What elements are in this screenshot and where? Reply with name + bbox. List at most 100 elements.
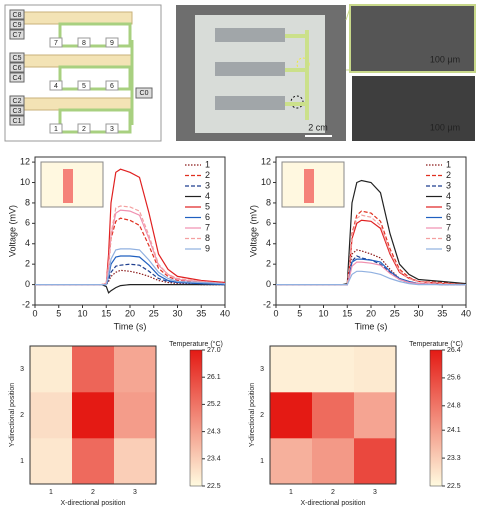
series-line — [35, 248, 226, 286]
colorbar-tick-label: 22.5 — [207, 483, 221, 490]
scale-label: 100 μm — [430, 54, 460, 64]
x-tick-label: 25 — [149, 308, 159, 318]
colorbar-tick-label: 22.5 — [447, 483, 461, 490]
node-box — [49, 37, 63, 48]
node-label: 7 — [54, 40, 58, 47]
output-label: C0 — [140, 90, 149, 97]
x-tick-label: 0 — [32, 308, 37, 318]
legend-label: 3 — [446, 180, 451, 190]
series-line — [276, 219, 467, 286]
x-tick-label: 10 — [77, 308, 87, 318]
wire — [58, 108, 132, 134]
x-tick-label: 40 — [461, 308, 471, 318]
legend-label: 4 — [205, 191, 210, 201]
legend-label: 1 — [446, 159, 451, 169]
cap-box — [9, 62, 25, 73]
y-tick-label: 1 — [260, 458, 264, 465]
plot-frame — [269, 345, 397, 485]
heat-cell — [72, 392, 115, 439]
node-box — [49, 123, 63, 134]
heat-cell — [114, 438, 157, 485]
y-axis-label: Voltage (mV) — [7, 205, 17, 257]
x-tick-label: 5 — [297, 308, 302, 318]
cap-label: C8 — [13, 12, 22, 19]
colorbar-tick-label: 24.3 — [207, 428, 221, 435]
heat-cell — [270, 392, 313, 439]
heat-cell — [354, 438, 397, 485]
electrode-trace — [305, 30, 309, 120]
y-tick-label: 12 — [261, 156, 271, 166]
cap-label: C6 — [13, 65, 22, 72]
heat-cell — [72, 346, 115, 393]
x-tick-label: 1 — [289, 489, 293, 496]
electrode-trace — [285, 68, 307, 72]
colorbar-tick-label: 27.0 — [207, 347, 221, 354]
node-label: 3 — [110, 126, 114, 133]
colorbar-title: Temperature (°C) — [409, 340, 463, 348]
heat-cell — [72, 438, 115, 485]
y-tick-label: 4 — [25, 238, 30, 248]
legend-label: 2 — [205, 170, 210, 180]
scale-label: 2 cm — [308, 122, 328, 132]
x-tick-label: 0 — [273, 308, 278, 318]
node-label: 6 — [110, 83, 114, 90]
sem-image — [352, 76, 475, 141]
legend-label: 4 — [446, 191, 451, 201]
wire — [58, 22, 132, 48]
x-tick-label: 5 — [56, 308, 61, 318]
y-tick-label: 6 — [266, 218, 271, 228]
y-axis-label: Y-directional position — [9, 383, 16, 447]
y-tick-label: -2 — [263, 299, 271, 309]
x-tick-label: 3 — [373, 489, 377, 496]
electrode-trace — [285, 34, 307, 38]
x-axis-label: X-directional position — [301, 500, 366, 507]
series-line — [276, 249, 466, 286]
x-axis-label: X-directional position — [61, 500, 126, 507]
legend-label: 7 — [446, 222, 451, 232]
node-box — [105, 37, 119, 48]
cap-box — [9, 9, 25, 20]
node-label: 8 — [82, 40, 86, 47]
cap-box — [9, 52, 25, 63]
x-tick-label: 35 — [196, 308, 206, 318]
x-tick-label: 40 — [220, 308, 230, 318]
y-tick-label: 2 — [260, 412, 264, 419]
cap-label: C5 — [13, 55, 22, 62]
series-line — [35, 209, 226, 286]
x-tick-label: 1 — [49, 489, 53, 496]
heat-cell — [30, 392, 73, 439]
legend-label: 6 — [205, 212, 210, 222]
colorbar-tick-label: 24.8 — [447, 403, 461, 410]
node-label: 1 — [54, 126, 58, 133]
heat-cell — [270, 438, 313, 485]
y-tick-label: 2 — [266, 259, 271, 269]
y-tick-label: 2 — [25, 259, 30, 269]
cap-label: C7 — [13, 32, 22, 39]
legend-label: 5 — [446, 201, 451, 211]
node-label: 9 — [110, 40, 114, 47]
legend-label: 6 — [446, 212, 451, 222]
cap-label: C9 — [13, 22, 22, 29]
x-tick-label: 10 — [318, 308, 328, 318]
node-label: 4 — [54, 83, 58, 90]
heat-cell — [30, 346, 73, 393]
x-axis-label: Time (s) — [114, 321, 147, 331]
node-box — [49, 80, 63, 91]
y-axis-label: Voltage (mV) — [248, 205, 258, 257]
y-tick-label: 6 — [25, 218, 30, 228]
y-tick-label: 10 — [20, 177, 30, 187]
electrode-trace — [285, 102, 307, 106]
y-tick-label: 1 — [20, 458, 24, 465]
legend-label: 5 — [205, 201, 210, 211]
out-box — [135, 87, 153, 99]
node-label: 5 — [82, 83, 86, 90]
legend-label: 9 — [446, 243, 451, 253]
y-axis-label: Y-directional position — [249, 383, 256, 447]
heat-cell — [312, 438, 355, 485]
diagram-frame — [4, 4, 162, 142]
x-tick-label: 25 — [390, 308, 400, 318]
y-tick-label: 8 — [25, 197, 30, 207]
y-tick-label: 0 — [266, 279, 271, 289]
legend-label: 9 — [205, 243, 210, 253]
cap-box — [9, 72, 25, 83]
